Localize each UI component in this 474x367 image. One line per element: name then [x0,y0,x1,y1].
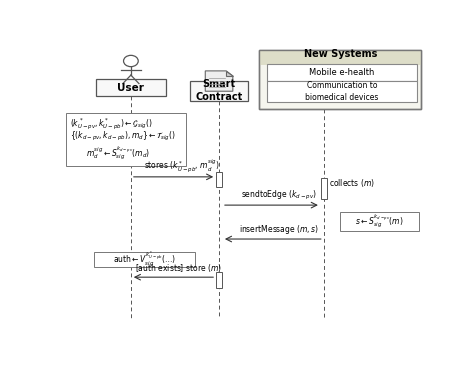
Text: $s \leftarrow S^{k_{d-pv}}_{sig}(m)$: $s \leftarrow S^{k_{d-pv}}_{sig}(m)$ [356,212,404,230]
Text: $\mathrm{auth} \leftarrow V^{k^*_{U-pb}}_{sig}(\ldots)$: $\mathrm{auth} \leftarrow V^{k^*_{U-pb}}… [113,250,176,269]
Text: collects $(m)$: collects $(m)$ [329,177,375,189]
Bar [259,50,421,65]
Bar [259,50,421,109]
Bar [267,64,418,81]
Polygon shape [205,71,233,91]
Text: User: User [118,83,144,93]
Bar [216,172,222,187]
Bar [259,50,421,109]
Text: $\{(k_{d-pv}, k_{d-pb}), m_d\} \leftarrow \mathcal{T}_{sig}()$: $\{(k_{d-pv}, k_{d-pb}), m_d\} \leftarro… [70,130,176,143]
Bar [216,272,222,288]
Bar [94,252,195,267]
Text: $m_d^{sig} \leftarrow S^{k_{d-pv}}_{sig}(m_d)$: $m_d^{sig} \leftarrow S^{k_{d-pv}}_{sig}… [86,144,150,162]
Text: insertMessage $(m, s)$: insertMessage $(m, s)$ [238,223,319,236]
Bar [267,81,418,102]
Text: sendtoEdge $(k_{d-pv})$: sendtoEdge $(k_{d-pv})$ [241,189,317,202]
Polygon shape [226,71,233,76]
Text: Mobile e-health: Mobile e-health [310,68,375,77]
Bar [321,178,327,200]
Bar [190,81,248,101]
Bar [96,79,166,96]
Text: [auth exists] store $(m)$: [auth exists] store $(m)$ [135,262,222,275]
Text: Smart
Contract: Smart Contract [195,80,243,102]
Bar [340,212,419,230]
Bar [66,113,186,166]
Text: Communication to
biomedical devices: Communication to biomedical devices [305,81,379,102]
Text: stores $(k^*_{U-pb},\, m_d^{sig})$: stores $(k^*_{U-pb},\, m_d^{sig})$ [145,157,220,174]
Text: New Systems: New Systems [303,49,377,59]
Text: $(k^*_{U-pv}, k^*_{U-pb}) \leftarrow \mathcal{G}_{sig}()$: $(k^*_{U-pv}, k^*_{U-pb}) \leftarrow \ma… [70,117,153,132]
